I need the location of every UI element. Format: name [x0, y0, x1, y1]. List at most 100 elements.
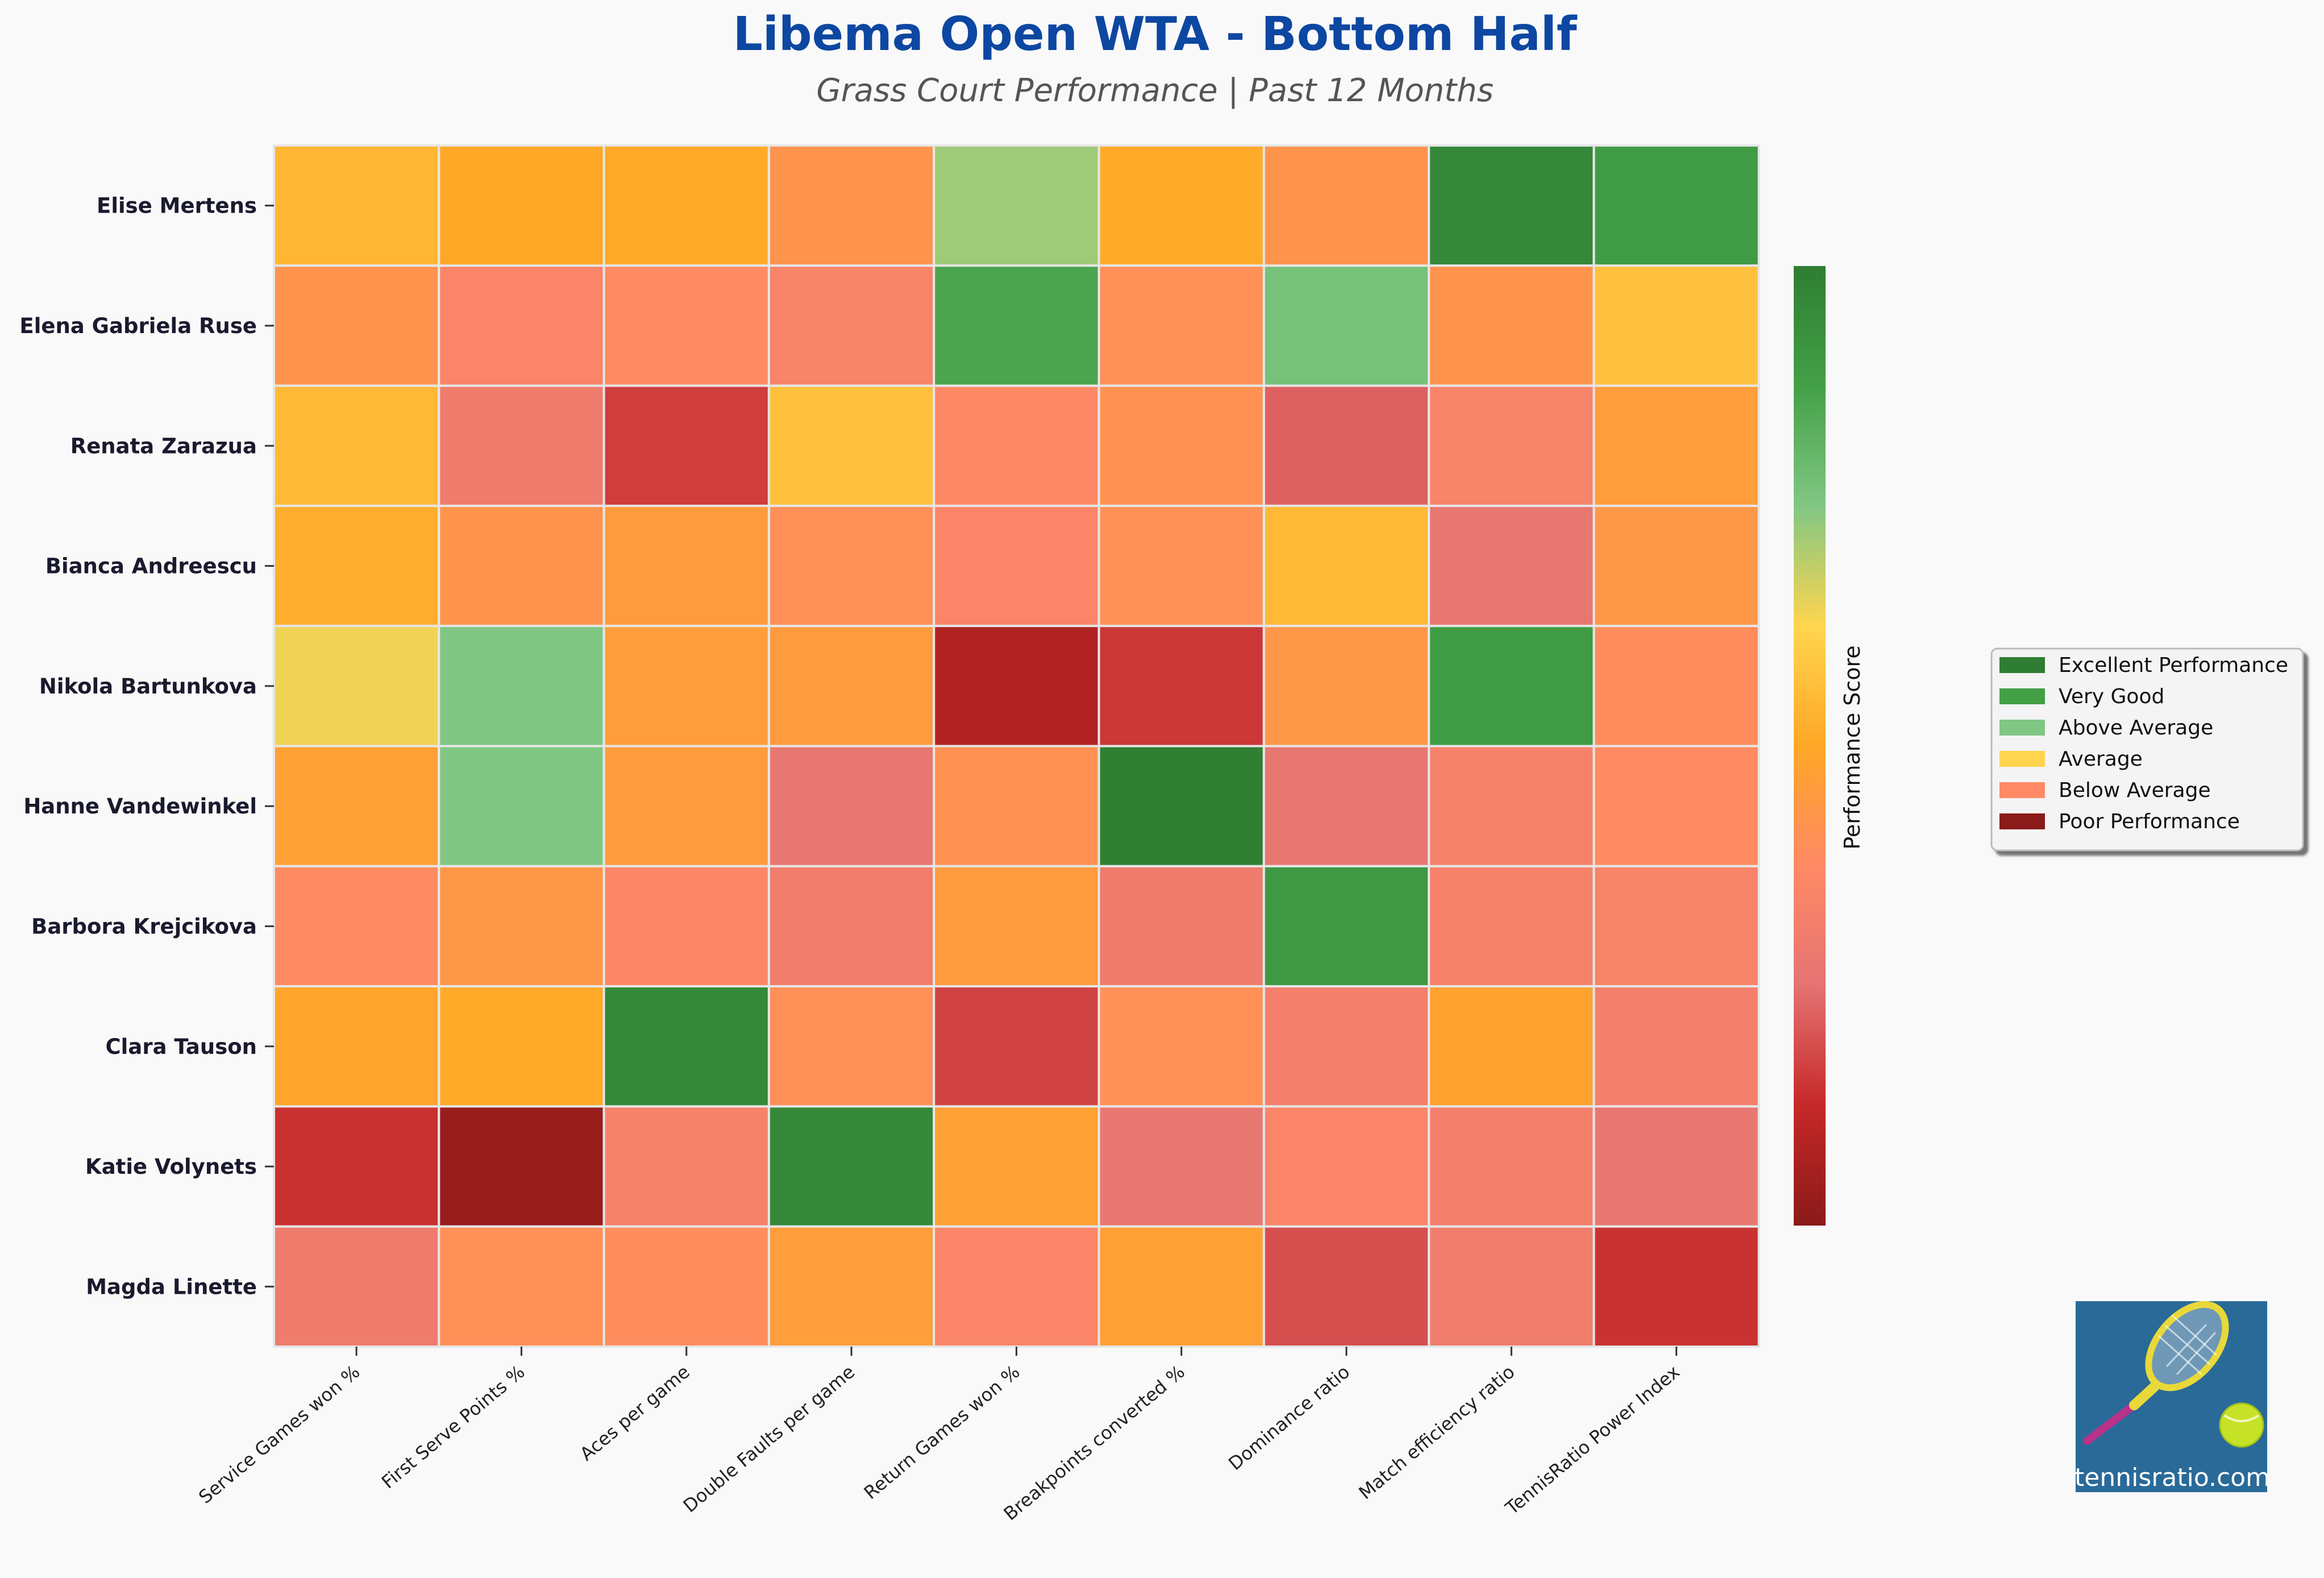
heatmap-cell	[1428, 625, 1595, 748]
colorbar-label: Performance Score	[1840, 645, 1865, 849]
heatmap-cell	[1428, 865, 1595, 988]
heatmap-cell	[933, 865, 1100, 988]
heatmap-cell	[438, 625, 605, 748]
heatmap-cell	[1097, 865, 1265, 988]
legend-label: Below Average	[2059, 779, 2211, 802]
heatmap-cell	[1262, 745, 1431, 867]
heatmap-cell	[273, 985, 440, 1108]
heatmap-cell	[1593, 144, 1760, 267]
heatmap-cell	[767, 985, 936, 1108]
column-labels: Service Games won % First Serve Points % A…	[194, 1347, 1684, 1525]
heatmap-cell	[1097, 504, 1265, 628]
legend-swatch	[1999, 782, 2045, 798]
colorbar-gradient	[1794, 266, 1826, 1226]
row-label: Elena Gabriela Ruse	[19, 314, 257, 338]
heatmap-cell	[1428, 985, 1595, 1108]
row-label: Nikola Bartunkova	[39, 674, 257, 699]
heatmap-cell	[1097, 625, 1265, 748]
heatmap-cell	[1097, 985, 1265, 1108]
heatmap-cell	[1428, 1225, 1595, 1348]
heatmap-cell	[933, 264, 1100, 387]
heatmap-cell	[1097, 144, 1265, 267]
heatmap-cell	[1262, 384, 1431, 507]
column-label: Double Faults per game	[679, 1361, 859, 1517]
heatmap-cell	[1262, 865, 1431, 988]
column-label: Aces per game	[576, 1361, 694, 1465]
tennisratio-logo: tennisratio.com	[2074, 1301, 2270, 1492]
heatmap-cells	[273, 144, 1760, 1348]
heatmap-cell	[1097, 1225, 1265, 1348]
heatmap-cell	[1097, 264, 1265, 387]
heatmap-cell	[602, 745, 770, 867]
heatmap-cell	[1593, 264, 1760, 387]
heatmap-cell	[602, 625, 770, 748]
legend-swatch	[1999, 657, 2045, 673]
heatmap-cell	[1593, 865, 1760, 988]
legend-label: Poor Performance	[2059, 810, 2240, 833]
heatmap-cell	[767, 865, 936, 988]
heatmap-cell	[1262, 144, 1431, 267]
chart-title: Libema Open WTA - Bottom Half	[733, 7, 1578, 61]
heatmap-cell	[1262, 264, 1431, 387]
heatmap-cell	[273, 625, 440, 748]
logo-background	[2076, 1301, 2267, 1492]
heatmap-cell	[933, 504, 1100, 628]
heatmap-cell	[767, 504, 936, 628]
row-label: Barbora Krejcikova	[31, 914, 257, 939]
row-label: Elise Mertens	[97, 194, 257, 218]
row-label: Katie Volynets	[85, 1155, 257, 1179]
heatmap-cell	[273, 144, 440, 267]
heatmap-cell	[602, 865, 770, 988]
heatmap-cell	[438, 264, 605, 387]
heatmap-cell	[1262, 1225, 1431, 1348]
heatmap-cell	[1097, 1105, 1265, 1228]
heatmap-cell	[1428, 264, 1595, 387]
heatmap-cell	[767, 745, 936, 867]
heatmap-cell	[438, 144, 605, 267]
logo-text: tennisratio.com	[2074, 1463, 2270, 1492]
legend-label: Above Average	[2059, 716, 2213, 740]
heatmap-cell	[273, 504, 440, 628]
heatmap-cell	[602, 504, 770, 628]
row-label: Bianca Andreescu	[45, 554, 257, 579]
heatmap-cell	[602, 1225, 770, 1348]
legend-swatch	[1999, 751, 2045, 767]
heatmap-cell	[273, 384, 440, 507]
heatmap-cell	[273, 865, 440, 988]
heatmap-cell	[602, 384, 770, 507]
heatmap-cell	[438, 504, 605, 628]
heatmap-cell	[933, 745, 1100, 867]
heatmap-cell	[933, 1225, 1100, 1348]
heatmap-cell	[1097, 745, 1265, 867]
heatmap-cell	[602, 144, 770, 267]
column-label: TennisRatio Power Index	[1501, 1361, 1684, 1519]
heatmap-cell	[767, 264, 936, 387]
heatmap-cell	[438, 1105, 605, 1228]
heatmap-cell	[1428, 1105, 1595, 1228]
heatmap-cell	[273, 264, 440, 387]
heatmap-cell	[1593, 384, 1760, 507]
heatmap-cell	[767, 625, 936, 748]
row-label: Hanne Vandewinkel	[23, 794, 257, 819]
heatmap-cell	[1428, 504, 1595, 628]
heatmap-cell	[1593, 745, 1760, 867]
heatmap-cell	[1593, 1105, 1760, 1228]
heatmap-cell	[933, 625, 1100, 748]
heatmap-cell	[1593, 985, 1760, 1108]
heatmap-cell	[1262, 625, 1431, 748]
heatmap-cell	[273, 1105, 440, 1228]
heatmap-cell	[767, 1225, 936, 1348]
heatmap-cell	[602, 1105, 770, 1228]
heatmap-cell	[438, 1225, 605, 1348]
legend-label: Excellent Performance	[2059, 654, 2288, 677]
heatmap-cell	[273, 1225, 440, 1348]
heatmap-cell	[438, 745, 605, 867]
heatmap-cell	[602, 985, 770, 1108]
heatmap-cell	[933, 985, 1100, 1108]
column-label: Match efficiency ratio	[1354, 1361, 1519, 1504]
heatmap-cell	[933, 384, 1100, 507]
heatmap-cell	[767, 384, 936, 507]
column-label: Dominance ratio	[1224, 1361, 1354, 1475]
legend-frame	[1990, 647, 2304, 852]
